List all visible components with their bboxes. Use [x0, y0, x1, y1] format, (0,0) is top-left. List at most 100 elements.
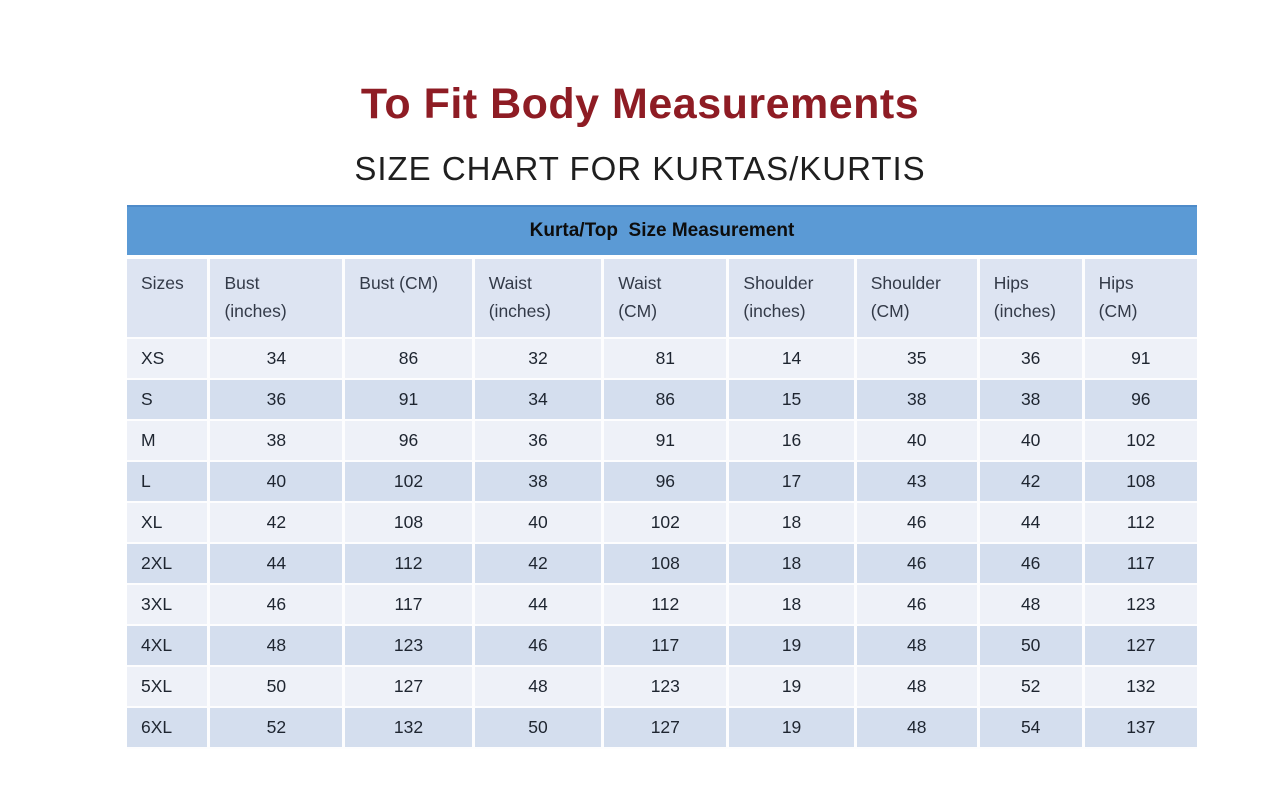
- column-header-waist-cm-: Waist (CM): [604, 259, 730, 339]
- value-cell: 17: [729, 462, 857, 503]
- column-header-waist-inches-: Waist (inches): [474, 259, 605, 339]
- value-cell: 40: [474, 503, 605, 544]
- value-cell: 54: [979, 708, 1085, 749]
- value-cell: 48: [979, 585, 1085, 626]
- value-cell: 48: [856, 667, 980, 708]
- table-banner: Kurta/Top Size Measurement: [127, 205, 1197, 255]
- value-cell: 96: [1084, 380, 1197, 421]
- value-cell: 34: [210, 339, 346, 380]
- value-cell: 112: [345, 544, 475, 585]
- value-cell: 36: [474, 421, 605, 462]
- value-cell: 16: [729, 421, 857, 462]
- column-header-hips-inches-: Hips (inches): [979, 259, 1085, 339]
- value-cell: 96: [345, 421, 475, 462]
- value-cell: 123: [345, 626, 475, 667]
- size-cell: M: [127, 421, 211, 462]
- value-cell: 18: [729, 503, 857, 544]
- value-cell: 46: [979, 544, 1085, 585]
- table-header-row: Sizes Bust (inches) Bust (CM) Waist (inches) W…: [127, 259, 1197, 339]
- value-cell: 91: [345, 380, 475, 421]
- value-cell: 19: [729, 667, 857, 708]
- value-cell: 86: [604, 380, 730, 421]
- size-table: Sizes Bust (inches) Bust (CM) Waist (inches) W…: [127, 259, 1197, 749]
- size-cell: 6XL: [127, 708, 211, 749]
- value-cell: 108: [1084, 462, 1197, 503]
- value-cell: 108: [345, 503, 475, 544]
- value-cell: 86: [345, 339, 475, 380]
- table-row-m: M 38 96 36 91 16 40 40 102: [127, 421, 1197, 462]
- table-row-5xl: 5XL 50 127 48 123 19 48 52 132: [127, 667, 1197, 708]
- value-cell: 44: [979, 503, 1085, 544]
- value-cell: 81: [604, 339, 730, 380]
- size-cell: 4XL: [127, 626, 211, 667]
- value-cell: 34: [474, 380, 605, 421]
- value-cell: 38: [979, 380, 1085, 421]
- value-cell: 46: [856, 585, 980, 626]
- page-title: To Fit Body Measurements: [360, 80, 920, 128]
- value-cell: 36: [210, 380, 346, 421]
- value-cell: 117: [1084, 544, 1197, 585]
- size-cell: XS: [127, 339, 211, 380]
- column-header-sizes: Sizes: [127, 259, 211, 339]
- value-cell: 50: [474, 708, 605, 749]
- value-cell: 44: [210, 544, 346, 585]
- table-row-4xl: 4XL 48 123 46 117 19 48 50 127: [127, 626, 1197, 667]
- value-cell: 40: [856, 421, 980, 462]
- size-cell: XL: [127, 503, 211, 544]
- value-cell: 46: [856, 544, 980, 585]
- size-cell: 3XL: [127, 585, 211, 626]
- value-cell: 48: [856, 626, 980, 667]
- value-cell: 91: [604, 421, 730, 462]
- value-cell: 52: [979, 667, 1085, 708]
- value-cell: 42: [979, 462, 1085, 503]
- value-cell: 48: [210, 626, 346, 667]
- value-cell: 117: [604, 626, 730, 667]
- value-cell: 127: [604, 708, 730, 749]
- value-cell: 112: [604, 585, 730, 626]
- value-cell: 127: [345, 667, 475, 708]
- value-cell: 35: [856, 339, 980, 380]
- value-cell: 15: [729, 380, 857, 421]
- value-cell: 14: [729, 339, 857, 380]
- value-cell: 102: [604, 503, 730, 544]
- value-cell: 48: [856, 708, 980, 749]
- value-cell: 102: [1084, 421, 1197, 462]
- value-cell: 132: [1084, 667, 1197, 708]
- table-row-6xl: 6XL 52 132 50 127 19 48 54 137: [127, 708, 1197, 749]
- value-cell: 52: [210, 708, 346, 749]
- size-cell: 2XL: [127, 544, 211, 585]
- value-cell: 38: [856, 380, 980, 421]
- table-row-l: L 40 102 38 96 17 43 42 108: [127, 462, 1197, 503]
- table-row-s: S 36 91 34 86 15 38 38 96: [127, 380, 1197, 421]
- value-cell: 40: [979, 421, 1085, 462]
- value-cell: 132: [345, 708, 475, 749]
- size-cell: 5XL: [127, 667, 211, 708]
- value-cell: 46: [210, 585, 346, 626]
- value-cell: 127: [1084, 626, 1197, 667]
- value-cell: 108: [604, 544, 730, 585]
- column-header-bust-inches-: Bust (inches): [210, 259, 346, 339]
- value-cell: 19: [729, 626, 857, 667]
- value-cell: 38: [210, 421, 346, 462]
- value-cell: 48: [474, 667, 605, 708]
- page-subtitle: SIZE CHART FOR KURTAS/KURTIS: [354, 150, 926, 187]
- column-header-shoulder-cm-: Shoulder (CM): [856, 259, 980, 339]
- value-cell: 38: [474, 462, 605, 503]
- column-header-hips-cm-: Hips (CM): [1084, 259, 1197, 339]
- value-cell: 137: [1084, 708, 1197, 749]
- value-cell: 40: [210, 462, 346, 503]
- value-cell: 46: [474, 626, 605, 667]
- value-cell: 50: [979, 626, 1085, 667]
- value-cell: 32: [474, 339, 605, 380]
- table-row-xl: XL 42 108 40 102 18 46 44 112: [127, 503, 1197, 544]
- size-cell: S: [127, 380, 211, 421]
- value-cell: 36: [979, 339, 1085, 380]
- value-cell: 102: [345, 462, 475, 503]
- table-row-2xl: 2XL 44 112 42 108 18 46 46 117: [127, 544, 1197, 585]
- value-cell: 112: [1084, 503, 1197, 544]
- column-header-bust-cm-: Bust (CM): [345, 259, 475, 339]
- table-row-3xl: 3XL 46 117 44 112 18 46 48 123: [127, 585, 1197, 626]
- table-body: XS 34 86 32 81 14 35 36 91 S 36 91 34 86 15 38 38 96 M 38 96…: [127, 339, 1197, 749]
- value-cell: 19: [729, 708, 857, 749]
